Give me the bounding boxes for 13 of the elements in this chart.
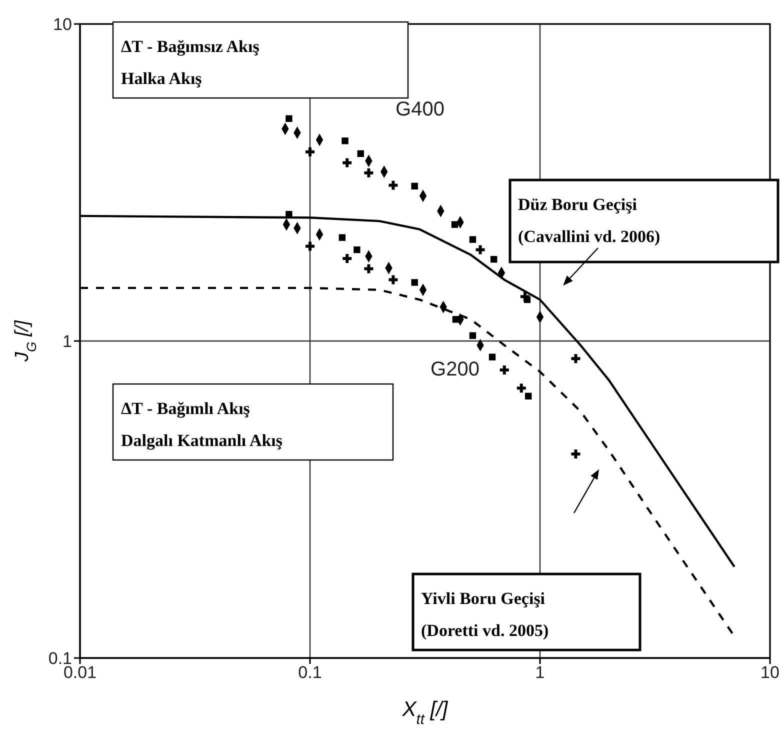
y-tick-label: 10: [53, 15, 72, 34]
annotation: G400: [396, 98, 444, 120]
y-tick-label: 1: [62, 332, 72, 352]
x-tick-label: 0.1: [298, 663, 322, 682]
annotation: Düz Boru Geçişi (Cavallini vd. 2006): [518, 195, 660, 246]
x-tick-label: 0.01: [63, 663, 97, 682]
x-tick-label: 1: [535, 663, 545, 682]
annotation: ΔT - Bağımsız Akış Halka Akış: [121, 37, 260, 88]
x-tick-label: 10: [760, 663, 780, 682]
annotation: Yivli Boru Geçişi (Doretti vd. 2005): [421, 589, 549, 640]
annotation: G200: [430, 358, 480, 380]
x-axis-title: X$_{tt}$ [/]: [401, 698, 449, 728]
annotation: ΔT - Bağımlı Akış Dalgalı Katmanlı Akış: [121, 399, 283, 450]
